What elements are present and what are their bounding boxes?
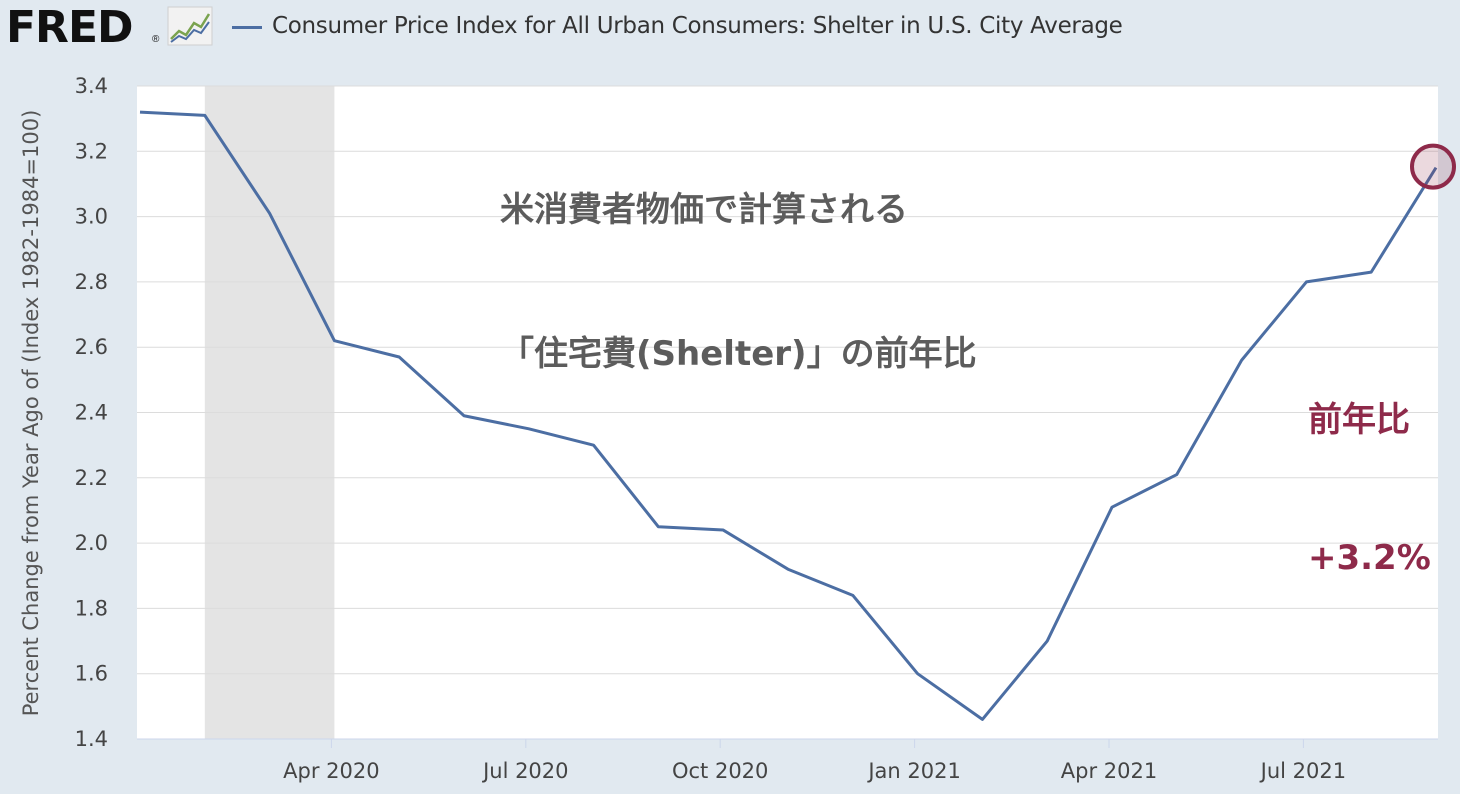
annotation-value-line-1: 前年比 bbox=[1308, 400, 1410, 440]
grid-layer bbox=[137, 85, 1438, 675]
data-point[interactable] bbox=[461, 413, 467, 419]
annotation-value-line-2: +3.2% bbox=[1308, 538, 1431, 578]
y-axis-title: Percent Change from Year Ago of (Index 1… bbox=[19, 110, 43, 717]
y-tick-label: 1.8 bbox=[75, 596, 108, 620]
annotation-title: 米消費者物価で計算される 「住宅費(Shelter)」の前年比 bbox=[500, 90, 977, 426]
data-point[interactable] bbox=[526, 426, 532, 432]
legend-swatch bbox=[232, 26, 262, 29]
data-point[interactable] bbox=[267, 210, 273, 216]
annotation-title-line-2: 「住宅費(Shelter)」の前年比 bbox=[500, 334, 977, 374]
x-tick-label: Jan 2021 bbox=[866, 759, 961, 783]
data-point[interactable] bbox=[915, 671, 921, 677]
data-point[interactable] bbox=[850, 592, 856, 598]
highlight-circle bbox=[1410, 143, 1456, 190]
data-point[interactable] bbox=[202, 112, 208, 118]
data-point[interactable] bbox=[1174, 472, 1180, 478]
y-tick-label: 1.4 bbox=[75, 727, 108, 751]
y-tick-label: 2.0 bbox=[75, 531, 108, 555]
data-point[interactable] bbox=[331, 338, 337, 344]
axis-layer: 1.4 1.6 1.8 2.0 2.2 2.4 2.6 2.8 3.0 3.2 3.4 Apr 202… bbox=[75, 74, 1438, 783]
chart-header: FRED ® Consumer Price Index for All Urba… bbox=[0, 0, 1460, 56]
y-tick-label: 2.4 bbox=[75, 401, 108, 425]
data-point[interactable] bbox=[1368, 269, 1374, 275]
fred-registered-mark: ® bbox=[152, 34, 160, 45]
annotation-value: 前年比 +3.2% bbox=[1308, 305, 1431, 627]
data-point[interactable] bbox=[1109, 504, 1115, 510]
series-layer bbox=[137, 109, 1456, 722]
y-tick-label: 1.6 bbox=[75, 662, 108, 686]
x-tick-label: Jul 2020 bbox=[481, 759, 568, 783]
x-tick-label: Apr 2020 bbox=[283, 759, 379, 783]
y-tick-label: 3.2 bbox=[75, 139, 108, 163]
data-point[interactable] bbox=[591, 442, 597, 448]
legend-label[interactable]: Consumer Price Index for All Urban Consu… bbox=[272, 13, 1123, 39]
data-point[interactable] bbox=[1303, 279, 1309, 285]
data-point[interactable] bbox=[979, 716, 985, 722]
data-point[interactable] bbox=[396, 354, 402, 360]
data-point[interactable] bbox=[720, 527, 726, 533]
data-point[interactable] bbox=[655, 524, 661, 530]
y-tick-label: 3.0 bbox=[75, 205, 108, 229]
y-tick-label: 2.6 bbox=[75, 335, 108, 359]
y-tick-label: 3.4 bbox=[75, 74, 108, 98]
fred-logo[interactable]: FRED bbox=[6, 2, 134, 53]
y-tick-label: 2.2 bbox=[75, 466, 108, 490]
series-line[interactable] bbox=[139, 110, 1438, 721]
x-tick-label: Oct 2020 bbox=[672, 759, 768, 783]
data-point[interactable] bbox=[137, 109, 143, 115]
data-point[interactable] bbox=[1239, 357, 1245, 363]
y-tick-label: 2.8 bbox=[75, 270, 108, 294]
data-point[interactable] bbox=[1044, 638, 1050, 644]
fred-chart-icon bbox=[167, 6, 213, 46]
x-tick-label: Apr 2021 bbox=[1061, 759, 1157, 783]
x-tick-label: Jul 2021 bbox=[1259, 759, 1346, 783]
annotation-title-line-1: 米消費者物価で計算される bbox=[500, 190, 908, 230]
data-point[interactable] bbox=[785, 566, 791, 572]
